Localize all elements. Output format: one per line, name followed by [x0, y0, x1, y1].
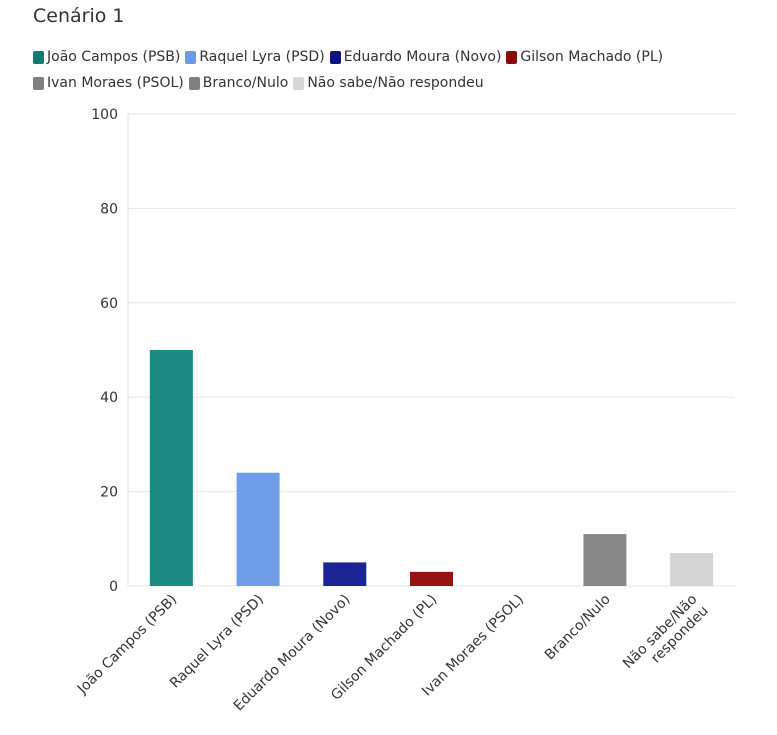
legend-item[interactable]: Gilson Machado (PL)	[506, 46, 663, 69]
bar[interactable]	[583, 534, 627, 586]
legend-item[interactable]: Ivan Moraes (PSOL)	[33, 72, 184, 95]
legend-label: Eduardo Moura (Novo)	[343, 49, 502, 65]
bar[interactable]	[323, 562, 367, 586]
y-tick-label: 80	[100, 201, 118, 217]
x-tick-label: Branco/Nulo	[542, 592, 614, 664]
bar[interactable]	[149, 350, 193, 586]
legend-swatch	[33, 51, 44, 64]
legend-label: Ivan Moraes (PSOL)	[47, 75, 184, 91]
x-tick-label: Não sabe/Nãorespondeu	[620, 592, 712, 684]
x-tick-label: João Campos (PSB)	[74, 592, 180, 698]
bar[interactable]	[236, 472, 280, 586]
legend-item[interactable]: Eduardo Moura (Novo)	[329, 46, 502, 69]
bar[interactable]	[670, 552, 714, 586]
legend-label: Branco/Nulo	[202, 75, 289, 91]
legend-swatch	[293, 77, 305, 90]
legend-swatch	[188, 77, 200, 90]
x-tick-label: Raquel Lyra (PSD)	[167, 592, 267, 692]
legend-swatch	[185, 51, 197, 64]
legend-item[interactable]: João Campos (PSB)	[33, 46, 180, 69]
bar[interactable]	[410, 571, 453, 586]
y-tick-label: 100	[91, 107, 118, 123]
y-tick-label: 20	[100, 485, 118, 501]
legend-item[interactable]: Branco/Nulo	[188, 72, 289, 95]
legend-label: João Campos (PSB)	[47, 49, 181, 65]
legend-swatch	[33, 77, 44, 90]
chart-title: Cenário 1	[33, 5, 125, 27]
y-tick-label: 40	[100, 390, 118, 406]
legend-item[interactable]: Não sabe/Não respondeu	[293, 72, 484, 95]
y-tick-label: 60	[100, 296, 118, 312]
legend-label: Gilson Machado (PL)	[520, 49, 664, 65]
legend-item[interactable]: Raquel Lyra (PSD)	[185, 46, 325, 69]
chart-legend: João Campos (PSB) Raquel Lyra (PSD) Eduard…	[33, 46, 763, 98]
y-tick-label: 0	[109, 579, 118, 595]
legend-swatch	[506, 51, 518, 64]
legend-swatch	[329, 51, 341, 64]
legend-label: Não sabe/Não respondeu	[307, 75, 484, 91]
legend-label: Raquel Lyra (PSD)	[199, 49, 325, 65]
